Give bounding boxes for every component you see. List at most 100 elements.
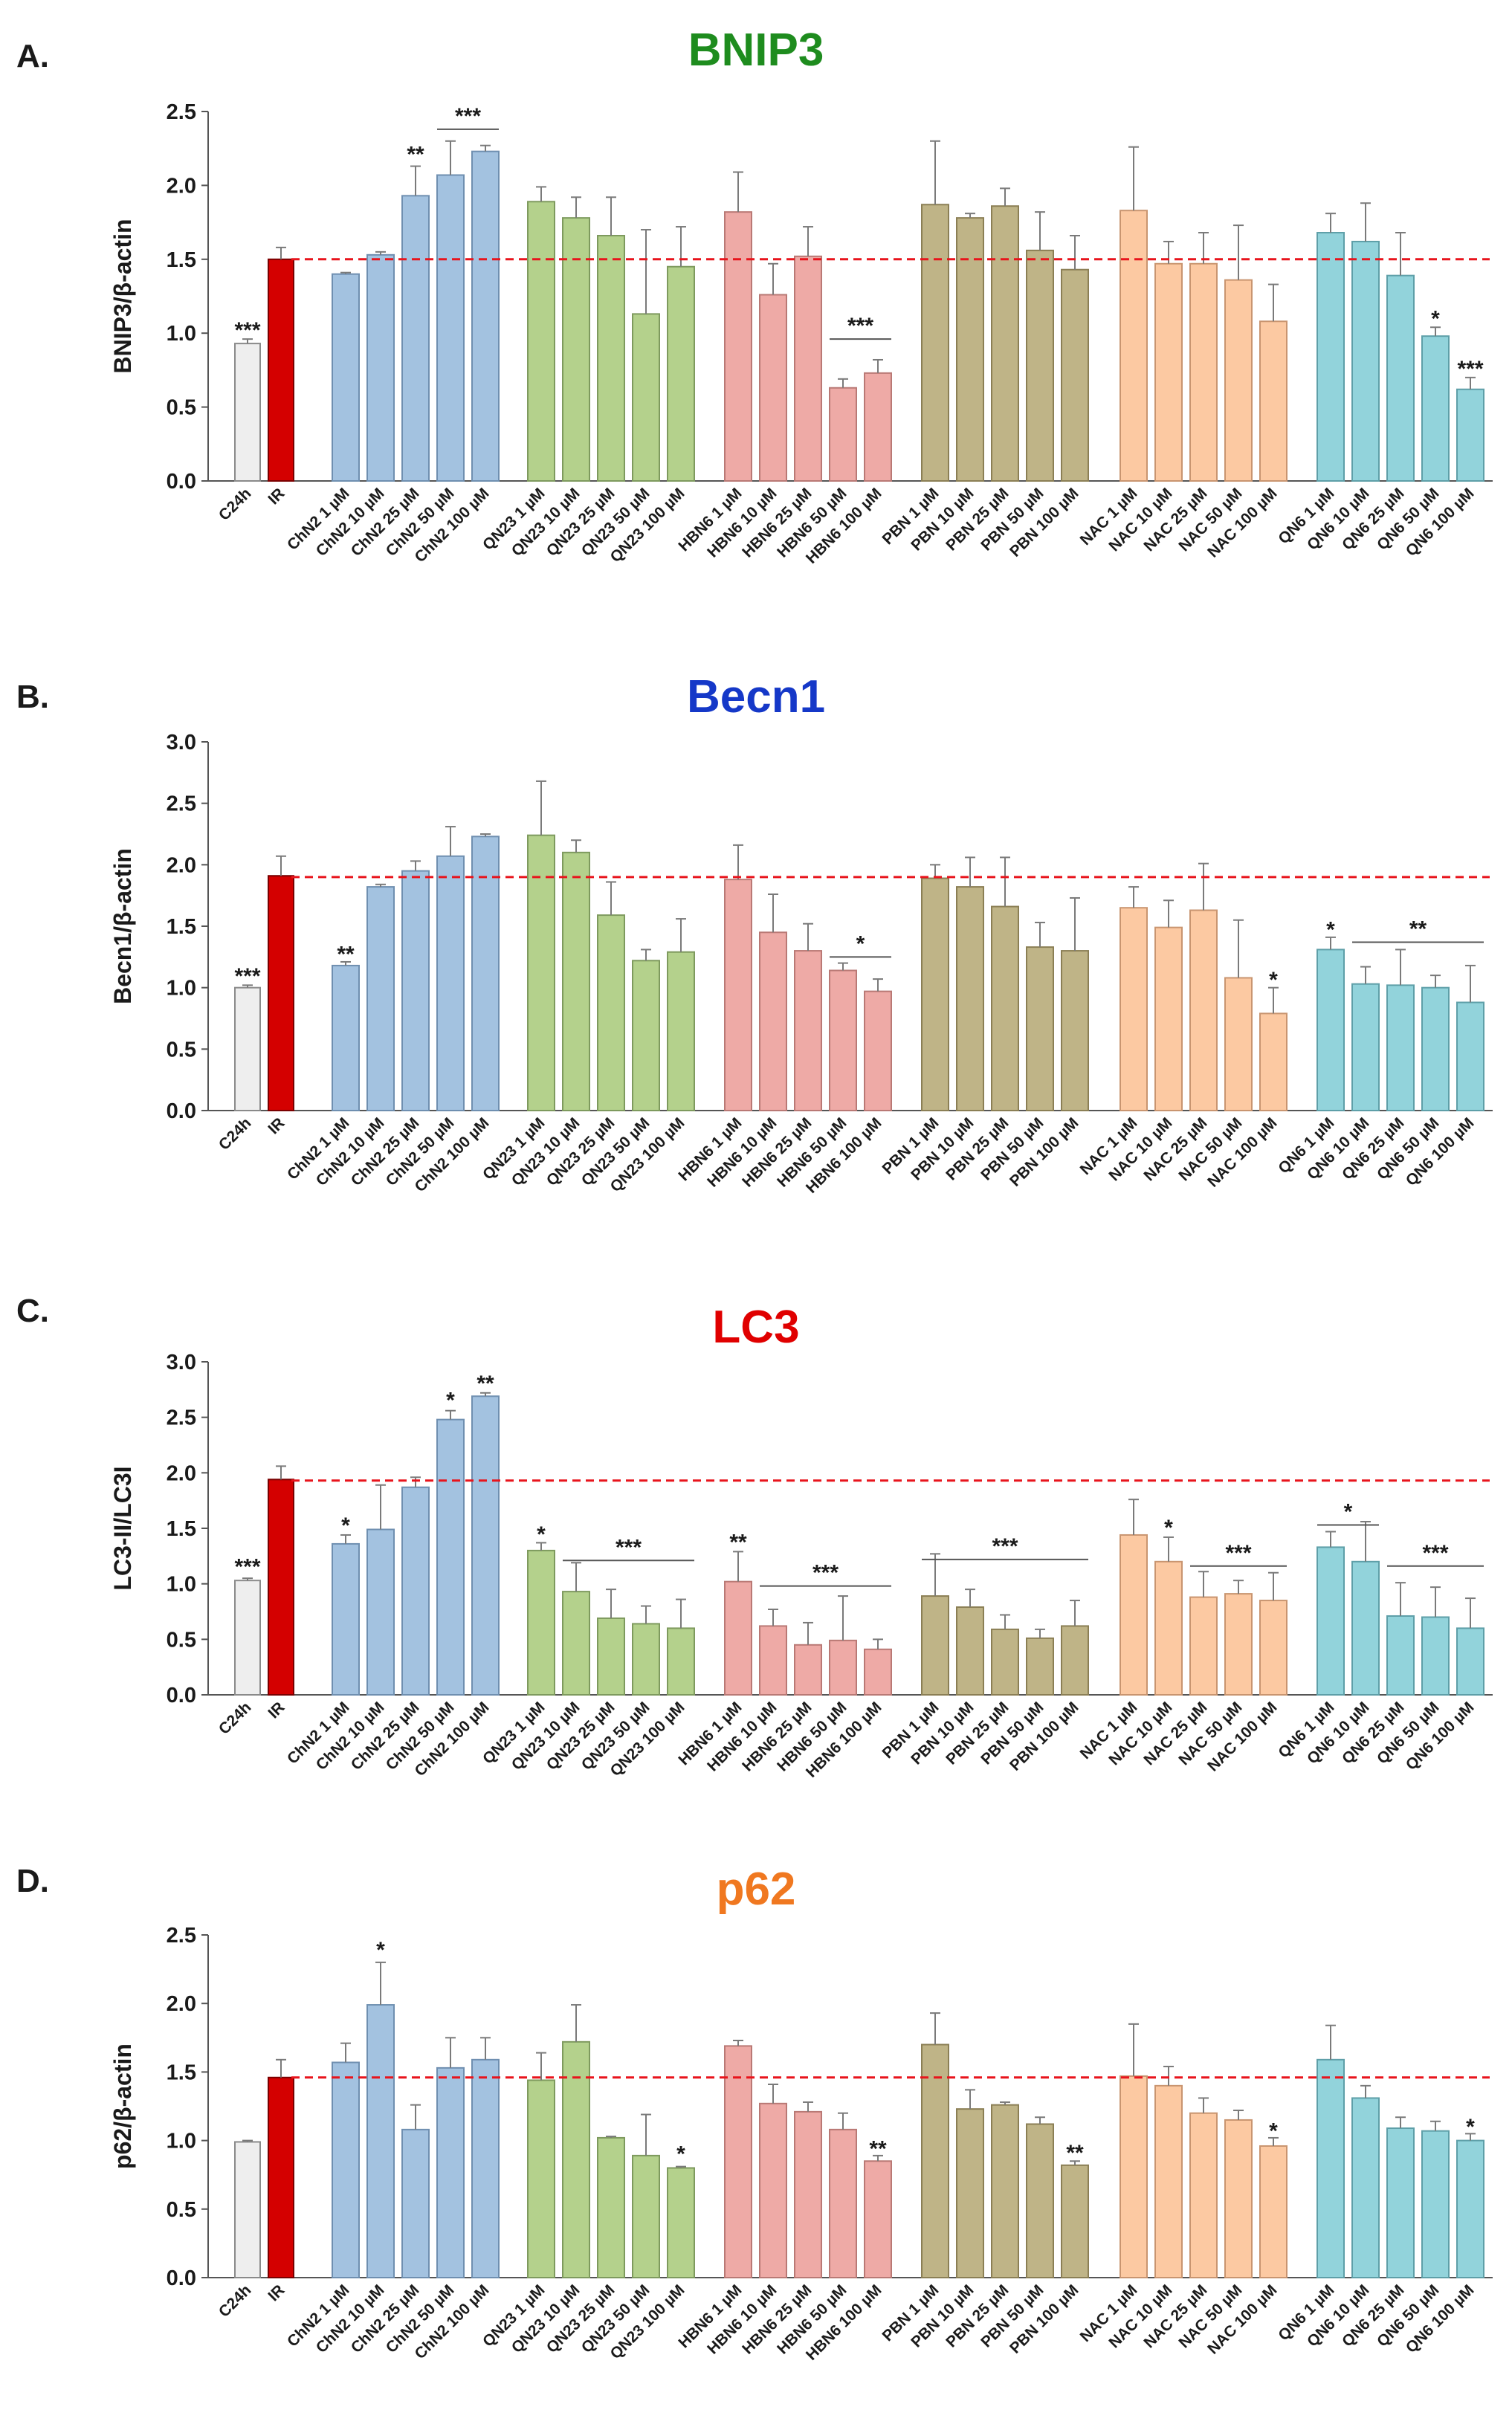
significance-label: **	[476, 1371, 494, 1396]
y-tick-label: 0.0	[167, 2266, 196, 2290]
y-tick-label: 1.0	[167, 977, 196, 1001]
bar-nac	[1189, 262, 1218, 482]
x-tick-label: C24h	[216, 1114, 255, 1154]
bar-pbn	[1061, 268, 1089, 482]
bar-qn6	[1316, 232, 1345, 482]
bar-qn6	[1351, 2097, 1380, 2279]
bar-nac	[1224, 279, 1253, 482]
bar-hbn6	[829, 969, 857, 1112]
bar-qn6	[1421, 2130, 1450, 2278]
bar-nac	[1259, 1012, 1288, 1112]
y-tick-label: 2.5	[167, 100, 196, 124]
bar-nac	[1154, 2084, 1183, 2279]
bar-hbn6	[794, 1644, 822, 1696]
bar-chn2	[436, 174, 465, 482]
bar-nac	[1259, 1600, 1288, 1696]
bar-pbn	[1026, 2123, 1054, 2278]
bar-qn23	[562, 1591, 590, 1696]
y-tick-label: 2.0	[167, 1461, 196, 1485]
bar-ir	[268, 1479, 294, 1696]
panel-title: BNIP3	[688, 25, 824, 76]
y-tick-label: 1.5	[167, 915, 196, 939]
bar-hbn6	[864, 990, 892, 1112]
significance-label: ***	[455, 104, 481, 129]
y-tick-label: 1.5	[167, 1517, 196, 1541]
bar-chn2	[401, 2128, 430, 2278]
bar-chn2	[332, 1542, 360, 1696]
bar-nac	[1189, 909, 1218, 1112]
y-tick-label: 2.5	[167, 1924, 196, 1948]
panel-title: p62	[717, 1864, 796, 1915]
panel-title: Becn1	[687, 671, 825, 723]
bar-nac	[1154, 262, 1183, 482]
significance-label: ***	[1422, 1541, 1448, 1565]
bar-chn2	[332, 964, 360, 1111]
bar-nac	[1189, 1596, 1218, 1696]
bar-pbn	[956, 217, 984, 482]
bar-qn23	[562, 851, 590, 1112]
bar-chn2	[366, 253, 395, 482]
bar-nac	[1224, 2119, 1253, 2278]
bar-pbn	[921, 877, 949, 1112]
y-tick-label: 3.0	[167, 731, 196, 754]
bar-hbn6	[829, 387, 857, 482]
bar-hbn6	[759, 1625, 787, 1696]
bar-ir	[268, 875, 294, 1112]
significance-label: **	[337, 942, 355, 966]
panel-letter: C.	[16, 1293, 49, 1329]
y-tick-label: 0.5	[167, 2198, 196, 2222]
significance-label: ***	[616, 1535, 642, 1560]
bar-nac	[1154, 926, 1183, 1111]
bar-pbn	[956, 1606, 984, 1696]
bar-hbn6	[759, 2102, 787, 2279]
bar-pbn	[956, 886, 984, 1112]
y-tick-label: 0.0	[167, 1684, 196, 1707]
chart-panel-a: A. BNIP3 BNIP3/β-actin 0.0 0.5 1.0 1.5 2.0 2.5 C2…	[16, 25, 1493, 567]
bar-hbn6	[794, 2110, 822, 2278]
bar-pbn	[1061, 2164, 1089, 2278]
bar-chn2	[436, 2067, 465, 2278]
significance-label: **	[1409, 917, 1427, 941]
bar-pbn	[991, 2104, 1019, 2278]
bar-hbn6	[829, 2128, 857, 2278]
panel-title: LC3	[712, 1302, 799, 1353]
bar-pbn	[991, 1628, 1019, 1696]
bar-qn23	[597, 1617, 625, 1696]
bar-qn23	[527, 201, 555, 482]
panel-letter: D.	[16, 1863, 49, 1899]
bar-pbn	[1026, 249, 1054, 482]
bar-qn23	[632, 313, 660, 482]
y-tick-label: 2.0	[167, 1992, 196, 2016]
bar-pbn	[1026, 946, 1054, 1112]
bar-chn2	[471, 836, 500, 1111]
x-tick-label: C24h	[216, 1699, 255, 1738]
bar-nac	[1259, 320, 1288, 482]
bar-nac	[1224, 1593, 1253, 1696]
bar-nac	[1120, 2075, 1148, 2278]
significance-label: **	[407, 143, 424, 167]
bar-qn23	[527, 1549, 555, 1696]
bar-qn23	[597, 914, 625, 1111]
bar-qn23	[562, 2040, 590, 2279]
x-tick-label: IR	[265, 1114, 288, 1137]
significance-label: *	[1269, 2119, 1278, 2143]
y-tick-label: 2.5	[167, 792, 196, 816]
bar-hbn6	[759, 294, 787, 482]
bar-qn6	[1386, 1615, 1415, 1696]
significance-label: *	[676, 2142, 685, 2167]
y-tick-label: 1.0	[167, 322, 196, 346]
bar-qn23	[667, 1627, 695, 1696]
bar-chn2	[436, 855, 465, 1111]
significance-label: ***	[234, 964, 260, 989]
bar-qn23	[597, 234, 625, 482]
significance-label: **	[1066, 2141, 1084, 2165]
bar-chn2	[401, 870, 430, 1111]
y-tick-label: 0.5	[167, 396, 196, 420]
y-axis-label: LC3-II/LC3I	[109, 1466, 136, 1590]
bar-qn6	[1351, 983, 1380, 1111]
bar-qn23	[527, 834, 555, 1111]
bar-pbn	[1061, 1625, 1089, 1696]
x-tick-label: IR	[265, 2281, 288, 2304]
significance-label: *	[1326, 917, 1335, 942]
